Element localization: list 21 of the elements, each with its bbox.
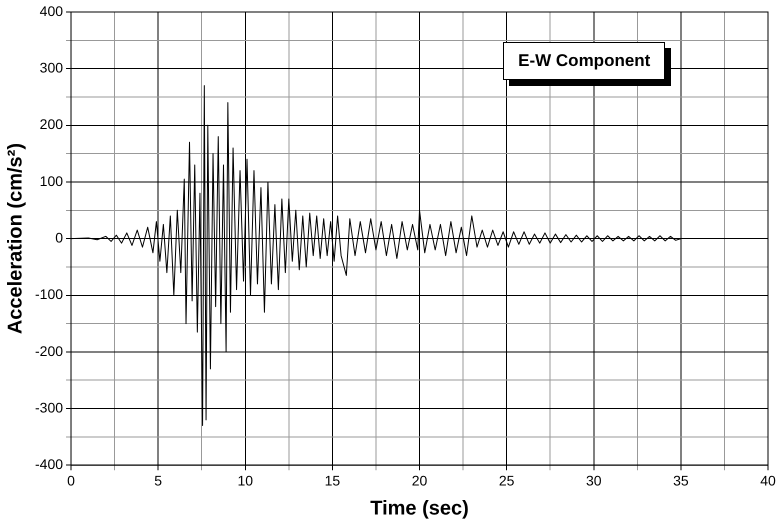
y-tick-label: 100: [40, 172, 64, 189]
y-tick-label: -200: [34, 342, 64, 359]
x-tick-label: 15: [324, 472, 340, 488]
x-tick-label: 20: [412, 472, 428, 488]
y-tick-label: -400: [34, 456, 64, 472]
y-tick-label: 300: [40, 60, 64, 76]
x-tick-label: 10: [237, 472, 254, 488]
y-tick-label: -100: [34, 286, 64, 302]
annotation: E-W Component: [503, 42, 666, 80]
x-axis-title: Time (sec): [370, 498, 469, 520]
x-tick-label: 5: [154, 472, 162, 488]
y-axis-title: Acceleration (cm/s²): [4, 143, 27, 334]
y-tick-label: 0: [55, 229, 64, 246]
y-tick-label: 200: [40, 116, 64, 132]
y-tick-label: -300: [34, 399, 64, 416]
x-tick-label: 30: [586, 472, 602, 488]
x-tick-label: 0: [67, 472, 76, 488]
x-tick-label: 35: [673, 472, 689, 488]
y-tick-label: 400: [40, 2, 64, 19]
x-tick-label: 40: [760, 472, 776, 488]
x-tick-label: 25: [498, 472, 515, 488]
